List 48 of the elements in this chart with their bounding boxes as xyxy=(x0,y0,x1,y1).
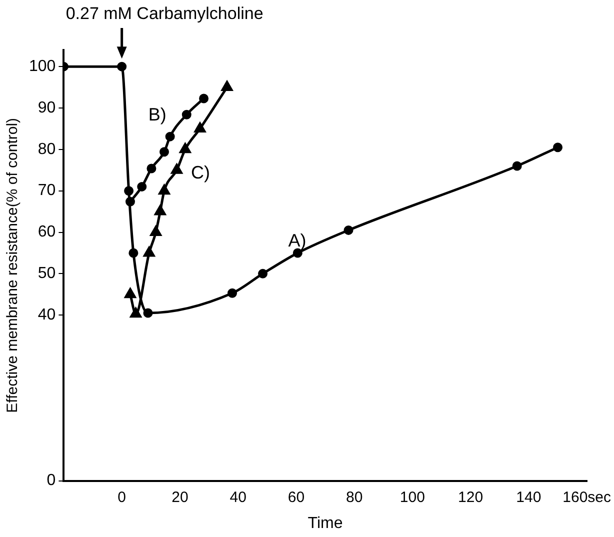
point xyxy=(553,142,563,152)
point xyxy=(258,268,268,278)
point xyxy=(344,225,354,235)
x-tick-label: 100 xyxy=(400,488,425,506)
y-tick-label: 90 xyxy=(38,99,56,116)
x-tick-label: 160sec xyxy=(562,488,612,506)
point xyxy=(180,143,191,154)
x-tick-label: 140 xyxy=(516,488,542,506)
point xyxy=(143,308,153,318)
point xyxy=(199,94,209,104)
point xyxy=(146,164,156,174)
point xyxy=(160,147,169,157)
point xyxy=(165,132,175,142)
point xyxy=(512,161,522,171)
point xyxy=(124,186,134,196)
point xyxy=(150,226,162,236)
point xyxy=(154,205,166,216)
x-tick-label: 0 xyxy=(118,488,126,506)
y-axis-title: Effective membrane resistance(% of control) xyxy=(4,118,22,413)
point xyxy=(221,81,233,92)
y-tick-label: 0 xyxy=(46,472,56,490)
point xyxy=(144,246,155,257)
point xyxy=(137,182,147,192)
y-tick-label: 40 xyxy=(38,306,56,324)
series-label: C) xyxy=(190,162,210,183)
point xyxy=(124,288,136,298)
x-axis-title: Time xyxy=(308,514,343,532)
y-tick-label: 100 xyxy=(28,58,56,75)
x-tick-label: 80 xyxy=(346,488,363,506)
y-tick-label: 60 xyxy=(38,224,56,241)
point xyxy=(228,288,238,298)
point xyxy=(128,248,138,258)
series-label: B) xyxy=(148,104,166,125)
x-tick-label: 60 xyxy=(288,488,305,506)
x-tick-label: 20 xyxy=(172,488,188,506)
point xyxy=(194,122,206,132)
x-tick-label: 120 xyxy=(458,488,484,506)
x-tick-label: 40 xyxy=(230,488,246,506)
annotation: 0.27 mM Carbamylcholine xyxy=(66,4,264,24)
y-tick-label: 70 xyxy=(38,182,56,200)
y-tick-label: 80 xyxy=(38,140,56,158)
point xyxy=(171,164,182,174)
point xyxy=(117,62,127,72)
point xyxy=(130,308,142,318)
y-tick-label: 50 xyxy=(38,265,56,282)
series-label: A) xyxy=(288,230,306,250)
point xyxy=(158,184,170,195)
point xyxy=(182,110,192,120)
